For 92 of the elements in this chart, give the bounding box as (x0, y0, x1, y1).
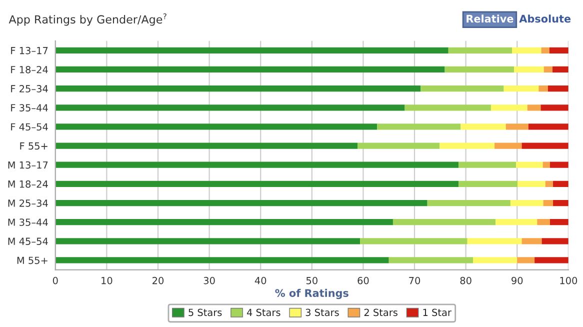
y-tick-label: M 55+ (17, 256, 48, 264)
bar (467, 238, 522, 244)
bar (55, 66, 445, 73)
bar (550, 162, 568, 168)
bar (440, 142, 495, 149)
bar (360, 238, 468, 244)
bar (512, 47, 542, 54)
legend-label: 3 Stars (306, 308, 339, 316)
y-tick-label: M 13–17 (8, 161, 48, 169)
bar (377, 124, 461, 130)
x-tick-label: 50 (306, 276, 318, 284)
bar (494, 142, 522, 149)
bar (553, 180, 568, 187)
bar (537, 219, 550, 226)
x-tick-label: 0 (52, 276, 58, 284)
y-tick-label: F 45–54 (11, 123, 48, 131)
bar (448, 47, 512, 54)
bar (55, 47, 448, 54)
bar (543, 200, 554, 206)
bar (496, 219, 538, 226)
bar (55, 104, 405, 111)
chart-title: App Ratings by Gender/Age$^{?}$ (8, 13, 166, 26)
bar (55, 180, 459, 187)
x-tick-label: 30 (204, 276, 215, 284)
x-tick-label: 70 (409, 276, 420, 284)
x-tick-label: 10 (102, 276, 112, 284)
y-tick-label: M 25–34 (8, 199, 48, 207)
bar (420, 86, 504, 92)
y-tick-label: F 13–17 (11, 46, 48, 54)
y-tick-label: F 35–44 (11, 104, 48, 112)
bar (358, 142, 440, 149)
bar (527, 104, 541, 111)
bar (542, 238, 568, 244)
x-tick-label: 40 (254, 276, 266, 284)
bar (55, 257, 389, 264)
bar (549, 47, 568, 54)
y-tick-label: M 45–54 (8, 238, 48, 245)
bar (522, 238, 542, 244)
bar (506, 124, 528, 130)
bar (55, 200, 428, 206)
y-tick-label: M 35–44 (8, 218, 48, 226)
bar (55, 238, 360, 244)
bar (534, 257, 568, 264)
bar (55, 86, 421, 92)
text: Relative (466, 14, 514, 23)
legend-label: 2 Stars (364, 308, 398, 316)
bar (552, 66, 568, 73)
x-tick-label: 80 (460, 276, 472, 284)
legend-label: 4 Stars (246, 308, 280, 316)
bar (458, 180, 518, 187)
bar (55, 124, 378, 130)
y-tick-label: F 25–34 (11, 85, 48, 92)
bar (388, 257, 473, 264)
bar (427, 200, 510, 206)
bar (392, 219, 496, 226)
bar (458, 162, 516, 168)
bar (473, 257, 518, 264)
x-axis-title: % of Ratings (275, 288, 348, 300)
bar (516, 162, 543, 168)
text: Absolute (519, 14, 571, 23)
bar (522, 142, 568, 149)
x-tick-label: 60 (358, 276, 369, 284)
y-tick-label: F 18–24 (11, 66, 48, 74)
bar (538, 86, 548, 92)
x-tick-label: 100 (560, 276, 578, 284)
bar (548, 86, 568, 92)
bar (545, 180, 554, 187)
bar (518, 180, 546, 187)
bar (55, 142, 358, 149)
bar (542, 162, 550, 168)
bar (404, 104, 491, 111)
bar (544, 66, 553, 73)
bar (517, 257, 535, 264)
legend-label: 1 Star (423, 308, 452, 316)
bar (550, 219, 568, 226)
bar (460, 124, 506, 130)
bar (490, 104, 528, 111)
bar (55, 219, 393, 226)
bar (510, 200, 544, 206)
y-tick-label: F 55+ (20, 142, 48, 150)
bar (528, 124, 568, 130)
bar (540, 104, 568, 111)
bar (504, 86, 539, 92)
bar (444, 66, 514, 73)
bar (514, 66, 544, 73)
y-tick-label: M 18–24 (8, 180, 48, 188)
x-tick-label: 20 (152, 276, 164, 284)
bar (553, 200, 568, 206)
legend-label: 5 Stars (188, 308, 222, 316)
bar (541, 47, 550, 54)
x-tick-label: 90 (512, 276, 523, 284)
bar (55, 162, 459, 168)
